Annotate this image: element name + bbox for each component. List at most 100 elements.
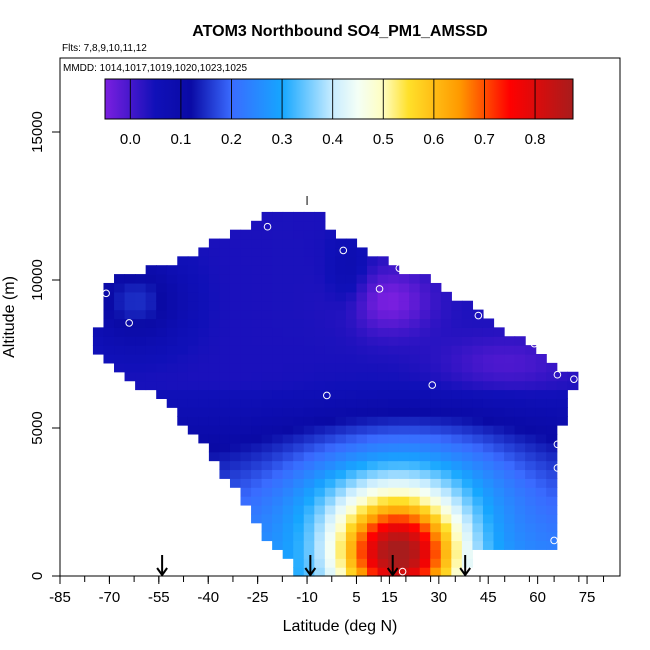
heatmap-cell (419, 300, 431, 311)
heatmap-cell (345, 309, 358, 320)
heatmap-cell (314, 567, 326, 577)
heatmap-cell (514, 513, 526, 524)
heatmap-cell (430, 300, 442, 311)
heatmap-cell (535, 487, 547, 497)
heatmap-cell (345, 327, 358, 337)
heatmap-cell (367, 407, 379, 417)
heatmap-cell (430, 504, 442, 515)
heatmap-cell (535, 362, 547, 373)
heatmap-cell (324, 567, 336, 577)
heatmap-cell (430, 327, 442, 337)
heatmap-cell (377, 425, 389, 435)
heatmap-cell (314, 442, 326, 453)
heatmap-cell (282, 247, 294, 257)
sample-point (263, 222, 272, 231)
heatmap-cell (303, 558, 315, 568)
heatmap-cell (419, 478, 431, 488)
heatmap-cell (356, 451, 368, 462)
heatmap-cell (419, 291, 431, 302)
heatmap-cell (525, 354, 537, 364)
heatmap-cell (493, 496, 505, 506)
heatmap-cell (398, 531, 410, 542)
heatmap-cell (177, 371, 189, 382)
heatmap-cell (103, 336, 115, 346)
heatmap-cell (219, 469, 231, 479)
heatmap-cell (282, 549, 294, 559)
heatmap-cell (208, 238, 221, 249)
heatmap-cell (377, 256, 389, 266)
heatmap-cell (293, 274, 305, 284)
heatmap-cell (324, 496, 336, 506)
heatmap-cell (440, 371, 452, 382)
y-tick-label: 10000 (29, 259, 46, 301)
heatmap-cell (145, 336, 157, 346)
heatmap-cell (251, 362, 263, 373)
heatmap-cell (282, 211, 294, 222)
heatmap-cell (156, 274, 168, 284)
heatmap-cell (293, 407, 305, 417)
heatmap-cell (282, 371, 294, 382)
heatmap-cell (229, 247, 242, 257)
heatmap-cell (272, 425, 284, 435)
heatmap-cell (398, 416, 410, 426)
heatmap-cell (166, 309, 178, 320)
heatmap-cell (409, 300, 421, 311)
heatmap-cell (240, 282, 252, 293)
heatmap-cell (187, 256, 199, 266)
heatmap-cell (92, 327, 105, 337)
x-tick-label: 30 (430, 589, 447, 606)
heatmap-cell (430, 442, 442, 453)
heatmap-cell (345, 513, 358, 524)
heatmap-cell (303, 522, 315, 533)
heatmap-cell (567, 380, 579, 391)
heatmap-cell (514, 354, 526, 364)
heatmap-cell (303, 371, 315, 382)
heatmap-cell (398, 425, 410, 435)
heatmap-cell (272, 469, 284, 479)
heatmap-cell (251, 478, 263, 488)
heatmap-cell (345, 336, 358, 346)
heatmap-cell (440, 291, 452, 302)
heatmap-cell (398, 345, 410, 355)
heatmap-cell (261, 442, 273, 453)
heatmap-cell (187, 345, 199, 355)
heatmap-cell (166, 398, 178, 408)
heatmap-cell (314, 558, 326, 568)
heatmap-cell (388, 496, 400, 506)
heatmap-cell (482, 425, 495, 435)
heatmap-cell (461, 300, 474, 311)
heatmap-cell (166, 371, 178, 382)
heatmap-cell (398, 362, 410, 373)
heatmap-cell (367, 513, 379, 524)
heatmap-cell (198, 425, 210, 435)
heatmap-cell (240, 433, 252, 444)
heatmap-cell (282, 496, 294, 506)
heatmap-cell (187, 300, 199, 311)
heatmap-cell (493, 469, 505, 479)
heatmap-cell (208, 247, 221, 257)
heatmap-cell (461, 425, 474, 435)
heatmap-cell (282, 425, 294, 435)
heatmap-cell (156, 354, 168, 364)
heatmap-cell (345, 362, 358, 373)
heatmap-cell (409, 540, 421, 550)
heatmap-cell (335, 425, 347, 435)
heatmap-cell (135, 345, 147, 355)
heatmap-cell (219, 238, 231, 249)
heatmap-cell (324, 300, 336, 311)
heatmap-cell (282, 220, 294, 231)
heatmap-cell (177, 416, 189, 426)
heatmap-cell (409, 558, 421, 568)
heatmap-cell (472, 416, 484, 426)
heatmap-cell (303, 540, 315, 550)
heatmap-cell (177, 318, 189, 328)
heatmap-cell (251, 416, 263, 426)
heatmap-cell (208, 282, 221, 293)
heatmap-cell (187, 336, 199, 346)
heatmap-cell (261, 496, 273, 506)
dates-label: MMDD: 1014,1017,1019,1020,1023,1025 (63, 63, 247, 74)
heatmap-cell (272, 318, 284, 328)
heatmap-cell (430, 336, 442, 346)
heatmap-cell (493, 336, 505, 346)
heatmap-cell (156, 371, 168, 382)
